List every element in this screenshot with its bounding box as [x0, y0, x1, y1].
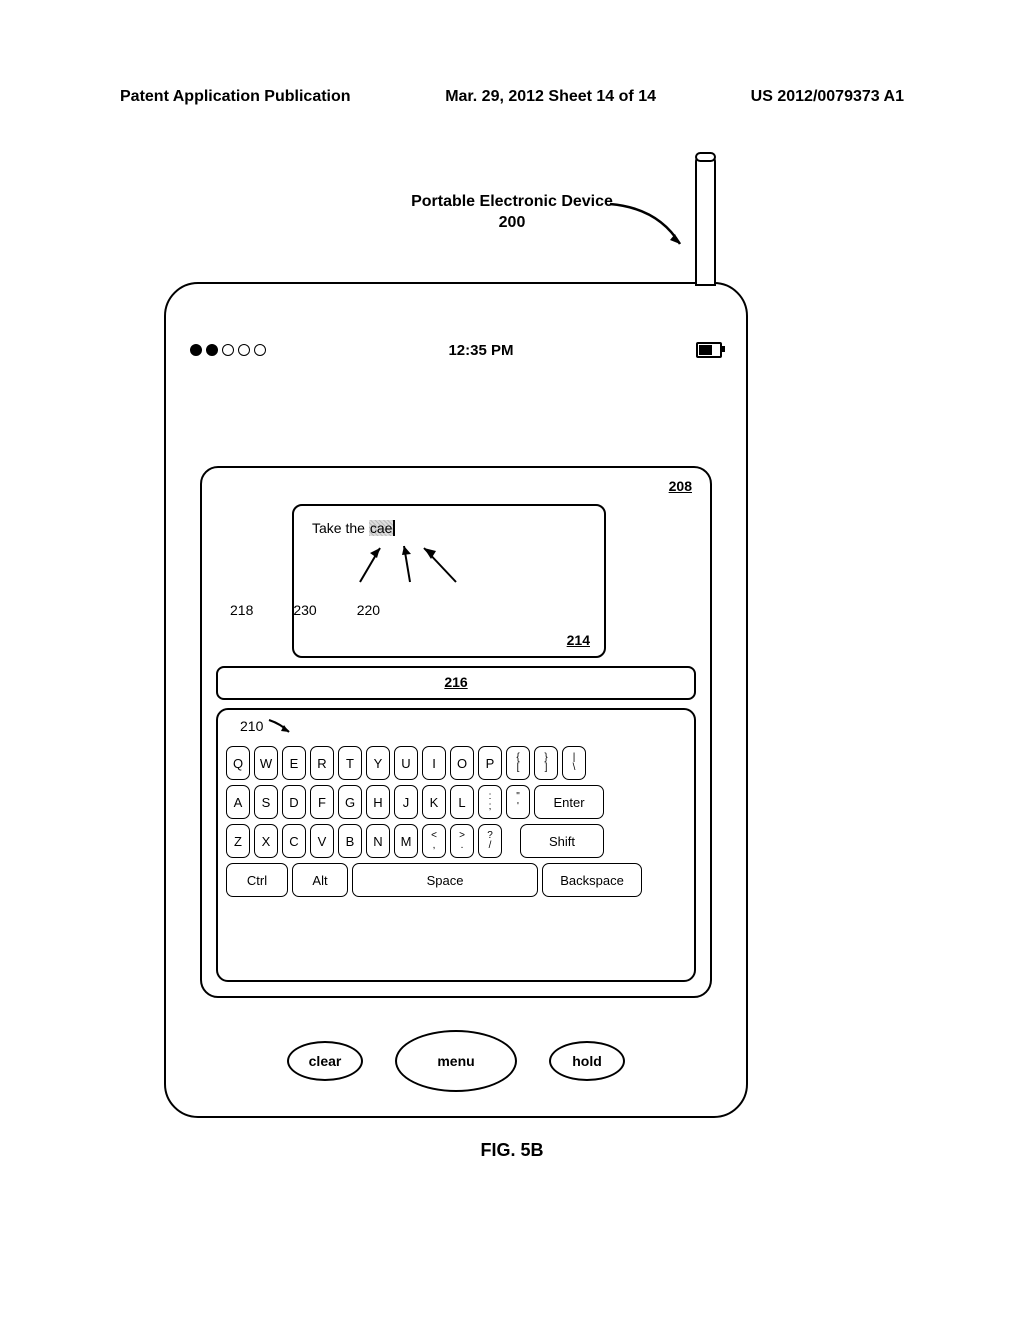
screen: 208 Take the cae 218 230 220	[200, 466, 712, 998]
clear-button[interactable]: clear	[287, 1041, 363, 1081]
header-row: Patent Application Publication Mar. 29, …	[0, 88, 1024, 106]
key-z[interactable]: Z	[226, 824, 250, 858]
ref-218: 218	[230, 602, 253, 618]
key-y[interactable]: Y	[366, 746, 390, 780]
key-c[interactable]: C	[282, 824, 306, 858]
key-e[interactable]: E	[282, 746, 306, 780]
antenna-cap	[695, 152, 716, 162]
key-quote[interactable]: "'	[506, 785, 530, 819]
keyboard: 210 Q W E R T Y U I O P	[216, 708, 696, 982]
antenna	[695, 152, 716, 286]
text-area[interactable]: Take the cae 218 230 220 214	[292, 504, 606, 658]
key-m[interactable]: M	[394, 824, 418, 858]
figure-label: FIG. 5B	[0, 1140, 1024, 1161]
key-k[interactable]: K	[422, 785, 446, 819]
ref-220: 220	[357, 602, 380, 618]
hold-button[interactable]: hold	[549, 1041, 625, 1081]
ref-210: 210	[240, 718, 263, 734]
menu-button[interactable]: menu	[395, 1030, 517, 1092]
dot-icon	[238, 344, 250, 356]
key-slash[interactable]: ?/	[478, 824, 502, 858]
device-body: 12:35 PM 208 Take the cae	[164, 282, 748, 1118]
key-comma[interactable]: <,	[422, 824, 446, 858]
lead-arrow-icon	[267, 718, 295, 736]
key-row-1: Q W E R T Y U I O P {[ }] |\	[226, 746, 686, 780]
key-a[interactable]: A	[226, 785, 250, 819]
key-x[interactable]: X	[254, 824, 278, 858]
key-o[interactable]: O	[450, 746, 474, 780]
key-backspace[interactable]: Backspace	[542, 863, 642, 897]
dot-icon	[190, 344, 202, 356]
key-row-4: Ctrl Alt Space Backspace	[226, 863, 686, 897]
highlighted-text: cae	[369, 520, 394, 536]
dot-icon	[254, 344, 266, 356]
key-u[interactable]: U	[394, 746, 418, 780]
key-b[interactable]: B	[338, 824, 362, 858]
key-row-2: A S D F G H J K L :; "' Enter	[226, 785, 686, 819]
lead-arrow-icon	[608, 200, 688, 260]
key-t[interactable]: T	[338, 746, 362, 780]
key-bracket-r[interactable]: }]	[534, 746, 558, 780]
key-row-3: Z X C V B N M <, >. ?/ Shift	[226, 824, 686, 858]
key-period[interactable]: >.	[450, 824, 474, 858]
caption-line2: 200	[0, 213, 1024, 234]
key-q[interactable]: Q	[226, 746, 250, 780]
key-j[interactable]: J	[394, 785, 418, 819]
key-v[interactable]: V	[310, 824, 334, 858]
status-bar: 12:35 PM	[190, 338, 722, 362]
battery-fill	[699, 345, 712, 355]
ref-208: 208	[669, 478, 692, 494]
key-semicolon[interactable]: :;	[478, 785, 502, 819]
text-pre: Take the	[312, 520, 369, 536]
key-p[interactable]: P	[478, 746, 502, 780]
key-n[interactable]: N	[366, 824, 390, 858]
ref-214: 214	[567, 632, 590, 648]
caption-line1: Portable Electronic Device	[0, 192, 1024, 213]
key-i[interactable]: I	[422, 746, 446, 780]
key-f[interactable]: F	[310, 785, 334, 819]
cursor-icon	[393, 520, 395, 536]
key-enter[interactable]: Enter	[534, 785, 604, 819]
ref-210-lead: 210	[240, 718, 295, 736]
key-alt[interactable]: Alt	[292, 863, 348, 897]
dot-icon	[222, 344, 234, 356]
device-caption: Portable Electronic Device 200	[0, 192, 1024, 234]
lead-labels: 218 230 220	[230, 602, 380, 618]
hard-buttons: clear menu hold	[166, 1030, 746, 1092]
dot-icon	[206, 344, 218, 356]
lead-arrows-icon	[352, 540, 482, 590]
key-g[interactable]: G	[338, 785, 362, 819]
key-ctrl[interactable]: Ctrl	[226, 863, 288, 897]
key-shift[interactable]: Shift	[520, 824, 604, 858]
key-r[interactable]: R	[310, 746, 334, 780]
header-left: Patent Application Publication	[120, 88, 351, 106]
key-w[interactable]: W	[254, 746, 278, 780]
key-l[interactable]: L	[450, 785, 474, 819]
text-line: Take the cae	[312, 520, 395, 538]
clock-label: 12:35 PM	[448, 342, 513, 359]
header-right: US 2012/0079373 A1	[751, 88, 904, 106]
signal-dots	[190, 344, 266, 356]
key-backslash[interactable]: |\	[562, 746, 586, 780]
ref-230: 230	[293, 602, 316, 618]
battery-icon	[696, 342, 722, 358]
key-h[interactable]: H	[366, 785, 390, 819]
ref-216: 216	[216, 666, 696, 700]
key-d[interactable]: D	[282, 785, 306, 819]
key-s[interactable]: S	[254, 785, 278, 819]
page: Patent Application Publication Mar. 29, …	[0, 0, 1024, 1320]
header-center: Mar. 29, 2012 Sheet 14 of 14	[445, 88, 656, 106]
key-space[interactable]: Space	[352, 863, 538, 897]
key-bracket-l[interactable]: {[	[506, 746, 530, 780]
